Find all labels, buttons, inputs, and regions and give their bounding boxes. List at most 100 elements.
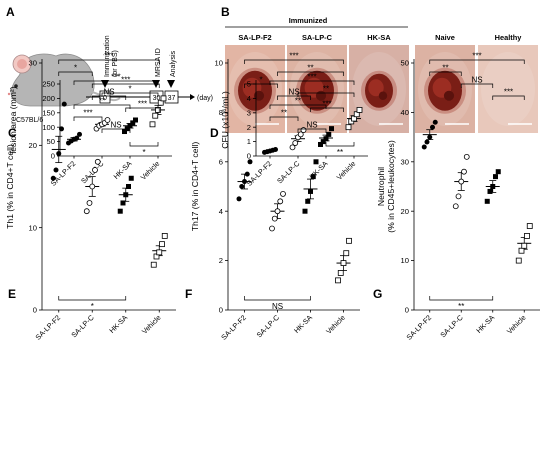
data-point — [490, 184, 496, 189]
data-point — [130, 120, 136, 126]
data-point — [156, 249, 163, 256]
y-tick-label: 20 — [401, 207, 409, 216]
data-point — [329, 126, 334, 132]
lesion-photo-label: Naive — [435, 33, 455, 42]
significance-label: ** — [323, 85, 329, 94]
significance-bracket: NS — [460, 76, 494, 88]
data-point — [122, 129, 127, 135]
y-axis-label: Th17 (% in CD4+T cell) — [190, 142, 200, 232]
y-axis-label: Neutrophil(% in CD45+leukocytes) — [376, 140, 396, 233]
series-group — [83, 158, 101, 215]
x-tick-label: SA-LP-F2 — [219, 313, 248, 342]
data-point — [244, 171, 250, 177]
data-point — [277, 198, 284, 205]
data-point — [152, 112, 159, 119]
significance-bracket-below: * — [129, 142, 159, 157]
series-group — [421, 119, 438, 150]
significance-bracket: *** — [73, 73, 159, 85]
immunized-header: Immunized — [289, 16, 328, 25]
panel-c-label: C — [8, 126, 17, 140]
y-tick-label: 2 — [247, 123, 251, 132]
significance-label: * — [259, 76, 262, 85]
y-tick-label: 0 — [219, 306, 223, 315]
y-tick-label: 100 — [42, 123, 55, 132]
y-tick-label: 30 — [29, 59, 37, 68]
data-point — [515, 257, 522, 264]
significance-label: ** — [442, 64, 448, 73]
x-tick-label: SA-LP-F2 — [404, 313, 433, 342]
data-point — [461, 168, 467, 175]
significance-label: *** — [472, 52, 481, 61]
significance-bracket: *** — [429, 52, 525, 64]
data-point — [323, 136, 329, 142]
significance-bracket-below: * — [58, 296, 127, 311]
series-group — [318, 126, 334, 147]
data-point — [83, 208, 90, 215]
lesion-photo: SA-LP-C — [287, 33, 347, 133]
lesion-photo: Naive — [415, 33, 475, 133]
x-tick-label: SA-LP-C — [69, 313, 95, 339]
significance-bracket: NS — [91, 88, 127, 100]
significance-label: * — [128, 85, 131, 94]
data-point — [273, 147, 278, 153]
data-point — [463, 153, 470, 160]
panel-b-label: B — [221, 5, 230, 19]
series-group — [122, 117, 138, 135]
significance-label: NS — [471, 76, 482, 85]
panel-f-label: F — [185, 287, 192, 301]
series-group — [515, 223, 533, 264]
data-point — [120, 200, 126, 206]
panel-a: A C57BL/6 0 30 37 (day) — [6, 5, 213, 124]
mouse-eye — [14, 84, 18, 88]
data-point — [495, 169, 501, 175]
y-axis-label: CFU (x10⁶/mL) — [220, 91, 230, 149]
significance-bracket: *** — [310, 100, 344, 112]
timeline-day-37: 37 — [168, 95, 176, 102]
significance-label: *** — [104, 52, 113, 61]
lesion-photo-label: SA-LP-F2 — [238, 33, 271, 42]
data-point — [94, 158, 101, 165]
panel-e-label: E — [8, 287, 16, 301]
panel-g-chart: G 0 10 20 30 40 50 Neutrophil(% in CD45+leukocy… — [373, 52, 540, 342]
significance-label: NS — [272, 302, 283, 311]
y-tick-label: 4 — [247, 94, 251, 103]
data-point — [292, 140, 299, 146]
data-point — [92, 167, 98, 173]
data-point — [126, 184, 131, 189]
y-tick-label: 50 — [401, 59, 409, 68]
y-tick-label: 6 — [219, 157, 223, 166]
significance-bracket: ** — [429, 64, 462, 76]
significance-label: *** — [111, 73, 120, 82]
data-point — [133, 117, 138, 123]
y-tick-label: 200 — [42, 94, 55, 103]
lesion-photo: Healthy — [478, 33, 538, 133]
x-tick-label: Vehicle — [139, 159, 162, 182]
significance-label: NS — [306, 121, 317, 130]
x-tick-label: SA-LP-C — [254, 313, 280, 339]
significance-bracket: *** — [125, 100, 160, 112]
series-group — [452, 153, 470, 210]
significance-label: *** — [504, 88, 513, 97]
y-tick-label: 2 — [219, 256, 223, 265]
y-tick-label: 50 — [47, 137, 55, 146]
significance-bracket: NS — [297, 121, 327, 133]
x-tick-label: Vehicle — [335, 159, 358, 182]
x-tick-label: SA-LP-F2 — [49, 159, 78, 188]
series-group — [269, 191, 286, 232]
significance-bracket: *** — [244, 52, 344, 64]
data-point — [427, 134, 433, 140]
significance-label: ** — [295, 97, 301, 106]
data-point — [289, 144, 296, 151]
timeline-day-30: 30 — [153, 95, 161, 102]
mouse-strain: C57BL/6 — [16, 117, 43, 124]
significance-bracket: ** — [297, 85, 355, 97]
timeline-unit: (day) — [197, 95, 213, 102]
data-point — [77, 131, 82, 137]
significance-label: NS — [103, 88, 114, 97]
significance-bracket: ** — [269, 97, 327, 109]
event-marker-analysis — [167, 80, 175, 88]
significance-label: *** — [289, 52, 298, 61]
data-point — [104, 117, 111, 123]
lesion-photo-label: SA-LP-C — [302, 33, 333, 42]
data-point — [300, 127, 307, 133]
